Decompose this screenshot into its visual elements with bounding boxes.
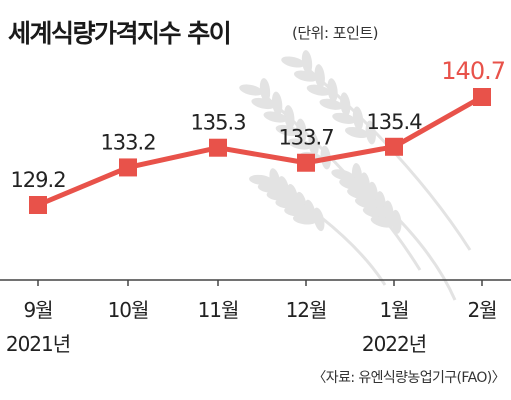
x-tick-label: 12월	[286, 298, 327, 322]
x-year-label: 2021년	[6, 332, 70, 356]
data-label: 135.3	[190, 111, 245, 135]
data-label: 133.2	[100, 130, 155, 154]
source-note: 〈자료: 유엔식량농업기구(FAO)〉	[312, 370, 505, 386]
unit-note: (단위: 포인트)	[292, 24, 379, 42]
wheat-stalk	[331, 163, 457, 301]
x-tick-labels: 9월 2021년 10월 11월 12월 1월 2022년 2월	[6, 298, 498, 356]
data-point	[385, 137, 403, 156]
data-label: 135.4	[366, 110, 422, 134]
wheat-stalk	[249, 168, 387, 286]
x-tick-label: 11월	[198, 298, 239, 322]
data-label: 129.2	[10, 168, 65, 192]
data-label: 140.7	[441, 57, 505, 85]
series-line	[37, 94, 484, 208]
data-labels: 129.2 133.2 135.3 133.7 135.4 140.7	[10, 57, 506, 192]
data-point	[297, 153, 315, 172]
wheat-stalk	[281, 50, 472, 251]
data-point	[209, 138, 227, 157]
data-points	[29, 88, 491, 214]
data-point	[473, 88, 491, 106]
x-tick-label: 9월	[23, 298, 52, 322]
x-tick-label: 10월	[108, 298, 149, 322]
data-label: 133.7	[278, 126, 333, 150]
x-axis-ticks	[37, 280, 483, 286]
wheat-illustration	[239, 50, 472, 301]
x-tick-label: 2월	[467, 298, 496, 322]
x-tick-label: 1월	[379, 298, 408, 322]
x-year-label: 2022년	[362, 332, 426, 356]
data-point	[119, 158, 137, 177]
chart-title: 세계식량가격지수 추이	[8, 19, 232, 48]
data-point	[29, 196, 47, 214]
